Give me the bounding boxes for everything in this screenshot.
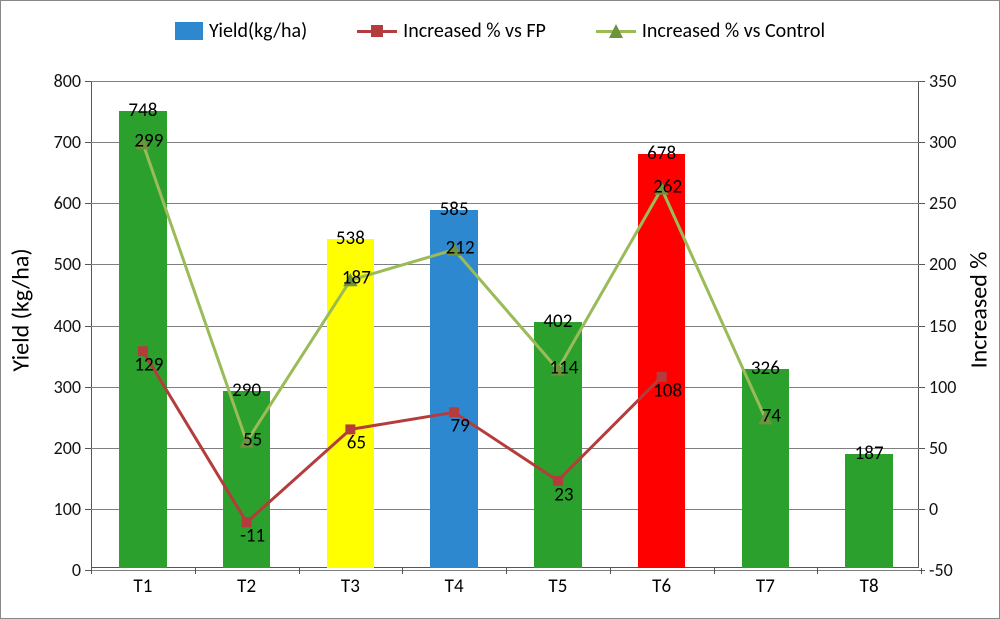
y-left-tick-label: 0 bbox=[21, 559, 81, 581]
chart-frame: Yield(kg/ha) Increased % vs FP Increased… bbox=[0, 0, 1000, 619]
legend-item-ctrl: Increased % vs Control bbox=[596, 19, 825, 43]
legend-swatch-bar bbox=[175, 22, 203, 40]
legend-label: Increased % vs Control bbox=[642, 19, 825, 43]
series-point-label: 262 bbox=[653, 175, 682, 198]
legend-label: Increased % vs FP bbox=[403, 19, 546, 43]
y-right-tick-label: 0 bbox=[929, 498, 989, 520]
series-point-label: 79 bbox=[450, 415, 469, 438]
series-point-label: 114 bbox=[549, 356, 578, 379]
y-left-tick-label: 300 bbox=[21, 376, 81, 398]
bar-value-label: 326 bbox=[751, 357, 780, 380]
legend: Yield(kg/ha) Increased % vs FP Increased… bbox=[1, 19, 999, 43]
legend-swatch-line-ctrl bbox=[596, 21, 636, 41]
legend-item-fp: Increased % vs FP bbox=[357, 19, 546, 43]
y-left-tick-label: 700 bbox=[21, 131, 81, 153]
series-point-label: 23 bbox=[554, 483, 573, 506]
y-right-tick-label: 150 bbox=[929, 315, 989, 337]
y-right-tick-label: 100 bbox=[929, 376, 989, 398]
x-tick-label: T4 bbox=[445, 575, 464, 598]
bar-value-label: 585 bbox=[440, 198, 469, 221]
y-right-tick-label: 300 bbox=[929, 131, 989, 153]
x-tick-label: T8 bbox=[860, 575, 879, 598]
y-left-tick-label: 800 bbox=[21, 70, 81, 92]
bar-value-label: 538 bbox=[336, 227, 365, 250]
series-point-label: 187 bbox=[342, 267, 371, 290]
y-left-tick-label: 600 bbox=[21, 192, 81, 214]
series-point-label: 212 bbox=[446, 236, 475, 259]
y-left-tick-label: 500 bbox=[21, 253, 81, 275]
x-tick-label: T5 bbox=[548, 575, 567, 598]
bar-value-label: 748 bbox=[128, 99, 157, 122]
legend-item-yield: Yield(kg/ha) bbox=[175, 19, 307, 43]
lines-overlay bbox=[91, 81, 919, 568]
series-point-label: 65 bbox=[347, 432, 366, 455]
x-tick-label: T1 bbox=[133, 575, 152, 598]
y-right-tick-label: 200 bbox=[929, 253, 989, 275]
series-point-label: 74 bbox=[762, 405, 781, 428]
plot-area: 0100200300400500600700800-50050100150200… bbox=[91, 81, 919, 568]
x-tick-label: T6 bbox=[652, 575, 671, 598]
y-right-tick-label: 350 bbox=[929, 70, 989, 92]
y-right-tick-label: 50 bbox=[929, 437, 989, 459]
y-left-tick-label: 100 bbox=[21, 498, 81, 520]
bar-value-label: 290 bbox=[232, 379, 261, 402]
series-point-label: 299 bbox=[134, 130, 163, 153]
bar-value-label: 402 bbox=[543, 310, 572, 333]
series-point-label: 55 bbox=[243, 428, 262, 451]
gridline bbox=[91, 570, 919, 571]
y-left-tick-label: 200 bbox=[21, 437, 81, 459]
bar-value-label: 678 bbox=[647, 142, 676, 165]
y-left-tick-label: 400 bbox=[21, 315, 81, 337]
series-point-label: 108 bbox=[653, 379, 682, 402]
x-tick-label: T3 bbox=[341, 575, 360, 598]
series-point-label: -11 bbox=[240, 525, 265, 548]
legend-swatch-line-fp bbox=[357, 21, 397, 41]
bar-value-label: 187 bbox=[855, 442, 884, 465]
y-right-tick-label: -50 bbox=[929, 559, 989, 581]
y-right-tick-label: 250 bbox=[929, 192, 989, 214]
x-tick-label: T7 bbox=[756, 575, 775, 598]
legend-label: Yield(kg/ha) bbox=[209, 19, 307, 43]
series-point-label: 129 bbox=[134, 354, 163, 377]
x-tick-label: T2 bbox=[237, 575, 256, 598]
